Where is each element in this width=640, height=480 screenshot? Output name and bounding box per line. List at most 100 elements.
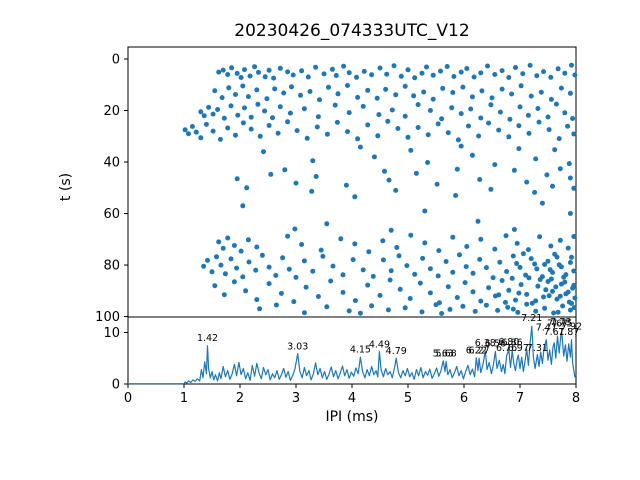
- scatter-point: [365, 282, 371, 288]
- scatter-point: [380, 238, 386, 244]
- scatter-point: [238, 75, 244, 80]
- scatter-point: [435, 121, 441, 127]
- scatter-point: [408, 147, 414, 153]
- scatter-point: [515, 309, 521, 315]
- scatter-point: [439, 311, 445, 316]
- scatter-point: [262, 108, 268, 114]
- line-series: [128, 325, 577, 385]
- scatter-point: [569, 254, 574, 260]
- scatter-point: [516, 290, 522, 296]
- scatter-point: [256, 69, 261, 75]
- x-tick-label: 8: [572, 391, 580, 406]
- scatter-point: [557, 237, 563, 243]
- scatter-point: [352, 298, 358, 304]
- scatter-point: [254, 87, 260, 93]
- scatter-point: [548, 74, 554, 80]
- scatter-point: [435, 273, 441, 279]
- scatter-point: [527, 62, 533, 68]
- scatter-point: [261, 149, 266, 155]
- scatter-point: [270, 115, 275, 121]
- scatter-point: [245, 237, 251, 243]
- scatter-point: [541, 69, 546, 75]
- scatter-point: [542, 262, 548, 267]
- scatter-point: [562, 110, 568, 116]
- scatter-point: [566, 161, 572, 167]
- y-tick-label: 10: [103, 326, 120, 341]
- scatter-point: [205, 257, 210, 263]
- peak-annotation-label: 4.79: [386, 346, 407, 357]
- scatter-point: [558, 85, 564, 91]
- scatter-point: [526, 275, 532, 281]
- scatter-point: [478, 70, 484, 76]
- peak-annotation-label: 6.56: [485, 338, 506, 349]
- scatter-point: [310, 158, 316, 164]
- scatter-point: [201, 263, 207, 269]
- scatter-point: [305, 74, 311, 80]
- scatter-point: [394, 245, 400, 250]
- scatter-point: [247, 73, 253, 79]
- scatter-point: [427, 266, 433, 272]
- scatter-point: [225, 125, 231, 131]
- peak-annotation-label: 7.87: [558, 327, 579, 338]
- scatter-point: [369, 72, 375, 78]
- scatter-point: [234, 176, 240, 182]
- scatter-point: [526, 130, 532, 136]
- scatter-point: [201, 113, 207, 119]
- scatter-point: [565, 289, 571, 295]
- scatter-point: [513, 65, 518, 70]
- scatter-point: [524, 301, 530, 307]
- scatter-point: [198, 135, 204, 141]
- scatter-point: [231, 279, 237, 285]
- scatter-point: [355, 94, 361, 100]
- scatter-point: [257, 133, 263, 139]
- scatter-point: [226, 85, 232, 91]
- scatter-point: [352, 241, 358, 247]
- scatter-point: [486, 285, 492, 291]
- scatter-point: [396, 253, 402, 259]
- scatter-point: [355, 136, 361, 142]
- scatter-point: [492, 246, 498, 252]
- scatter-point: [472, 308, 478, 314]
- scatter-point: [389, 107, 395, 113]
- x-tick-label: 1: [180, 391, 188, 406]
- scatter-point: [320, 253, 326, 259]
- x-tick-label: 5: [404, 391, 412, 406]
- scatter-point: [385, 118, 391, 124]
- peak-annotation-label: 6.97: [508, 343, 529, 354]
- peak-annotation-label: 6.38: [475, 338, 496, 349]
- scatter-point: [277, 104, 283, 110]
- scatter-point: [343, 182, 349, 188]
- scatter-point: [244, 185, 250, 191]
- scatter-point: [357, 144, 363, 150]
- scatter-point: [533, 308, 539, 314]
- scatter-point: [563, 272, 569, 278]
- scatter-point: [273, 302, 279, 308]
- scatter-point: [216, 69, 222, 75]
- scatter-point: [266, 281, 272, 287]
- scatter-point: [425, 160, 431, 165]
- scatter-point: [299, 68, 305, 74]
- scatter-point: [335, 91, 341, 97]
- scatter-point: [332, 102, 338, 108]
- scatter-point: [427, 290, 433, 296]
- scatter-point: [397, 286, 403, 292]
- scatter-point: [571, 234, 577, 239]
- peak-annotation-label: 4.15: [350, 345, 371, 356]
- scatter-point: [516, 123, 522, 129]
- scatter-point: [393, 187, 399, 193]
- peak-annotation-label: 7.61: [544, 327, 565, 338]
- scatter-point: [450, 234, 456, 240]
- y-axis-label: t (s): [58, 172, 74, 202]
- top-axes-frame: [127, 46, 577, 318]
- scatter-point: [324, 304, 330, 310]
- scatter-point: [412, 271, 418, 277]
- scatter-point: [273, 272, 279, 278]
- scatter-point: [478, 236, 484, 242]
- scatter-point: [203, 121, 209, 127]
- scatter-point: [438, 68, 443, 74]
- scatter-point: [243, 288, 249, 294]
- scatter-point: [497, 109, 503, 115]
- scatter-point: [553, 284, 559, 290]
- scatter-point: [186, 131, 191, 137]
- scatter-point: [535, 283, 541, 289]
